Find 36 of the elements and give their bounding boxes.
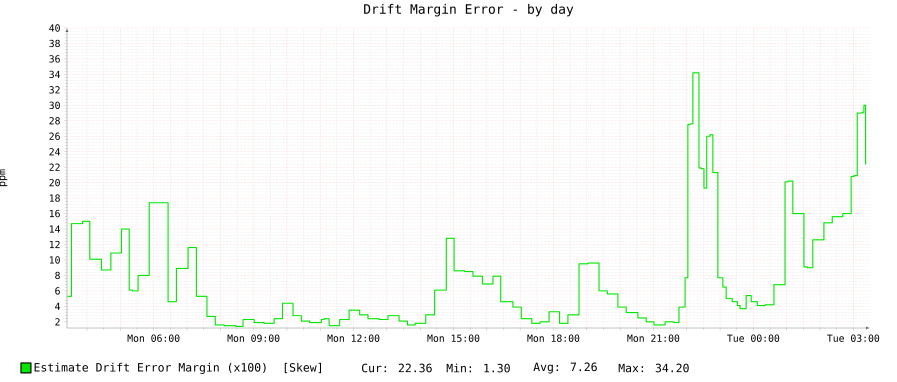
y-tick-label: 28: [49, 117, 60, 124]
y-tick-label: 40: [49, 24, 60, 32]
y-tick-label: 6: [55, 287, 60, 295]
y-tick-label: 34: [49, 70, 60, 78]
x-tick-label: Mon 21:00: [627, 334, 680, 342]
y-tick-label: 18: [50, 194, 60, 202]
y-tick-label: 10: [50, 256, 60, 264]
y-tick-label: 12: [50, 240, 60, 248]
text: Max: 34.20: [618, 364, 689, 372]
text: Cur: 22.36: [362, 364, 432, 372]
x-tick-label: Mon 09:00: [228, 334, 280, 342]
text: Min: 1.30: [446, 364, 510, 372]
y-tick-label: 36: [49, 55, 60, 63]
y-tick-label: 32: [49, 86, 60, 94]
y-tick-label: 22: [49, 164, 60, 171]
y-axis-title: ppm: [0, 169, 8, 186]
x-tick-label: Mon 06:00: [128, 334, 180, 342]
chart-title: Drift Margin Error - by day: [364, 4, 574, 16]
y-tick-label: 24: [49, 148, 60, 156]
y-tick-label: 16: [50, 210, 60, 218]
legend-label: Estimate Drift Error Margin (x100): [34, 362, 266, 374]
y-tick-label: 8: [55, 272, 60, 280]
x-tick-label: Tue 00:00: [727, 334, 780, 342]
y-tick-label: 26: [49, 132, 60, 140]
y-tick-label: 2: [55, 318, 60, 326]
text: Avg: 7.26: [533, 362, 597, 374]
y-tick-label: 4: [55, 302, 60, 310]
x-tick-label: Mon 15:00: [427, 334, 480, 342]
y-tick-label: 38: [49, 40, 60, 48]
y-tick-label: 20: [49, 178, 60, 186]
y-tick-label: 14: [50, 225, 60, 233]
text: [Skew]: [284, 362, 322, 374]
x-tick-label: Mon 18:00: [527, 334, 580, 342]
x-tick-label: Mon 12:00: [328, 334, 380, 342]
x-tick-label: Tue 03:00: [827, 334, 880, 342]
y-tick-label: 30: [49, 102, 60, 110]
